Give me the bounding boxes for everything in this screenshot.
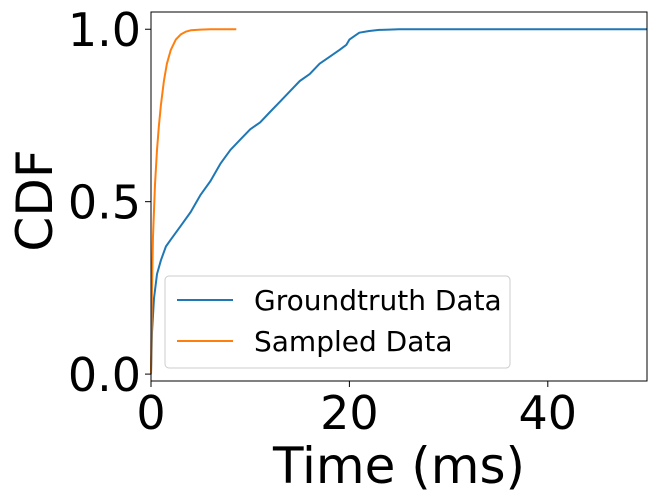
series-line-0 xyxy=(150,28,647,375)
x-tick-label: 20 xyxy=(320,386,379,440)
y-tick-label: 0.5 xyxy=(68,176,141,230)
legend-label-1: Sampled Data xyxy=(254,325,453,358)
series-line-1 xyxy=(150,28,237,375)
y-tick-label: 0.0 xyxy=(68,348,141,402)
y-tick-label: 1.0 xyxy=(68,3,141,57)
series-layer xyxy=(150,28,647,375)
y-axis-label: CDF xyxy=(6,149,64,251)
axes-layer: 0 20 40 0.0 0.5 1.0 xyxy=(68,3,648,440)
legend-box xyxy=(164,275,511,369)
x-axis-label: Time (ms) xyxy=(272,437,525,495)
x-tick-label: 40 xyxy=(519,386,578,440)
plot-frame xyxy=(150,11,648,382)
legend-label-0: Groundtruth Data xyxy=(254,284,502,317)
legend: Groundtruth Data Sampled Data xyxy=(164,275,511,369)
x-tick-label: 0 xyxy=(136,386,165,440)
